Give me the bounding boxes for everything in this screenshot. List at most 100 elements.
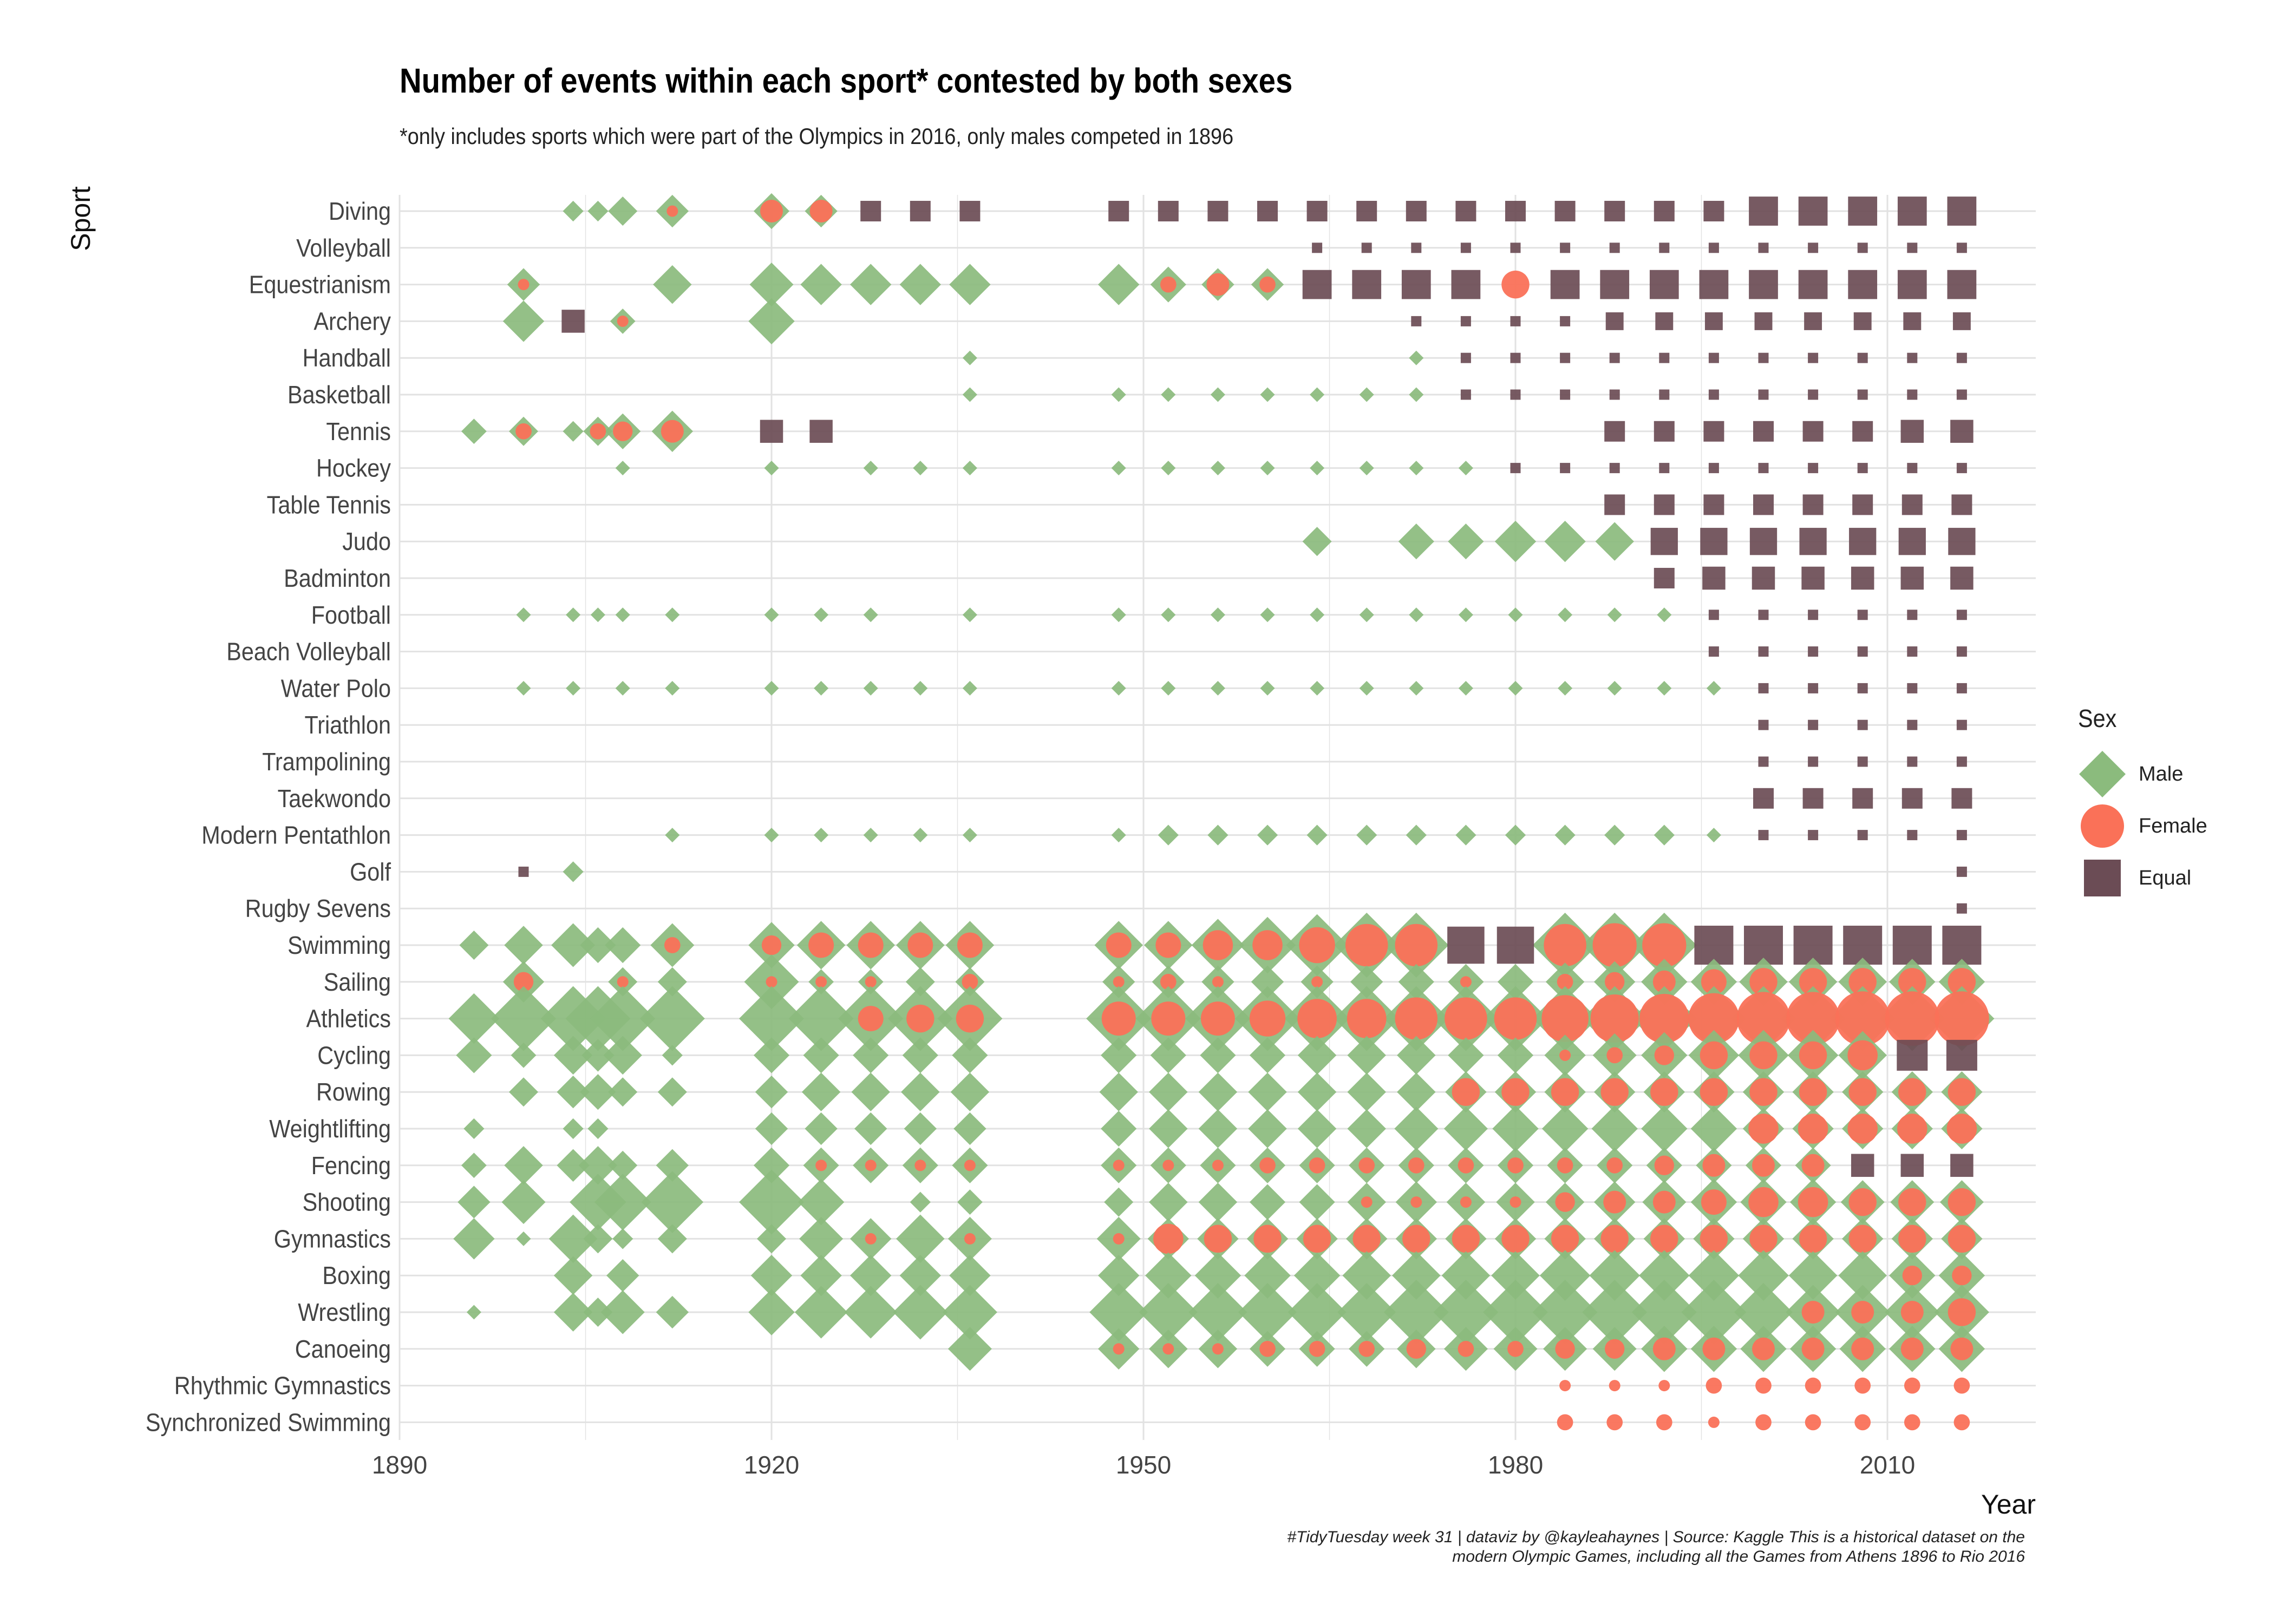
female-marker bbox=[815, 1160, 827, 1171]
female-marker bbox=[914, 1160, 926, 1171]
y-tick-label: Boxing bbox=[322, 1262, 391, 1290]
sport-row-gymnastics bbox=[453, 1214, 1983, 1263]
equal-marker bbox=[1659, 389, 1670, 400]
equal-marker bbox=[809, 420, 833, 443]
male-marker bbox=[764, 461, 779, 476]
y-tick-label: Golf bbox=[350, 858, 391, 886]
female-marker bbox=[1557, 1414, 1573, 1431]
male-marker bbox=[502, 300, 545, 342]
male-marker bbox=[1310, 387, 1325, 402]
female-marker bbox=[1801, 1301, 1825, 1324]
male-marker bbox=[1260, 607, 1275, 623]
male-marker bbox=[1738, 1250, 1789, 1301]
sport-row-wrestling bbox=[466, 1280, 1989, 1345]
male-marker bbox=[863, 461, 878, 476]
equal-marker bbox=[561, 310, 585, 333]
equal-marker bbox=[1401, 270, 1431, 299]
male-marker bbox=[1111, 461, 1126, 476]
female-marker bbox=[1799, 1224, 1827, 1253]
female-marker bbox=[957, 932, 983, 958]
male-marker bbox=[1398, 523, 1434, 560]
female-marker bbox=[1402, 1224, 1430, 1253]
equal-marker bbox=[1907, 646, 1918, 657]
equal-marker bbox=[1892, 926, 1932, 965]
equal-marker bbox=[1951, 494, 1972, 515]
female-marker bbox=[1897, 1114, 1927, 1144]
female-marker bbox=[1708, 1416, 1720, 1428]
male-marker bbox=[1398, 964, 1434, 1000]
equal-marker bbox=[1857, 610, 1868, 620]
male-marker bbox=[1591, 1105, 1638, 1152]
y-tick-label: Archery bbox=[313, 307, 391, 336]
female-marker bbox=[1654, 1155, 1674, 1175]
male-marker bbox=[1260, 461, 1275, 476]
female-marker bbox=[1749, 1078, 1778, 1106]
male-marker bbox=[962, 607, 977, 623]
equal-marker bbox=[1361, 243, 1372, 253]
female-marker bbox=[1510, 1196, 1521, 1208]
y-tick-label: Taekwondo bbox=[278, 785, 391, 813]
equal-marker bbox=[1550, 270, 1580, 299]
male-marker bbox=[899, 264, 941, 305]
y-tick-label: Water Polo bbox=[281, 675, 391, 703]
sport-row-football bbox=[516, 607, 1967, 623]
male-marker bbox=[962, 350, 977, 365]
female-marker bbox=[1501, 270, 1530, 299]
equal-marker bbox=[1857, 719, 1868, 730]
male-marker bbox=[557, 1149, 590, 1182]
male-marker bbox=[950, 1072, 990, 1111]
female-marker bbox=[1749, 1224, 1778, 1253]
male-marker bbox=[1111, 828, 1126, 843]
male-marker bbox=[1706, 680, 1721, 696]
male-marker bbox=[942, 1285, 997, 1340]
male-marker bbox=[1297, 1072, 1337, 1111]
sport-row-fencing bbox=[461, 1146, 1974, 1185]
male-marker bbox=[1101, 1037, 1137, 1073]
y-tick-label: Swimming bbox=[287, 932, 391, 960]
equal-marker bbox=[1808, 243, 1819, 253]
equal-marker bbox=[1852, 421, 1873, 442]
equal-marker bbox=[1510, 352, 1521, 363]
equal-marker bbox=[1654, 421, 1675, 442]
equal-marker bbox=[1758, 610, 1769, 620]
equal-marker bbox=[1708, 352, 1719, 363]
female-marker bbox=[1395, 924, 1438, 967]
female-marker bbox=[964, 1233, 976, 1245]
equal-marker bbox=[1604, 201, 1625, 221]
equal-marker bbox=[1312, 243, 1323, 253]
male-marker bbox=[1497, 964, 1534, 1000]
y-tick-label: Beach Volleyball bbox=[226, 638, 391, 666]
equal-marker bbox=[1947, 270, 1977, 299]
female-marker bbox=[1551, 1078, 1579, 1106]
equal-marker bbox=[1898, 528, 1926, 555]
male-marker bbox=[1089, 1283, 1148, 1341]
equal-marker bbox=[1257, 201, 1278, 221]
equal-marker bbox=[1956, 903, 1967, 914]
female-marker bbox=[1113, 976, 1125, 988]
male-marker bbox=[893, 1285, 948, 1340]
male-marker bbox=[854, 1112, 887, 1145]
equal-marker bbox=[1560, 243, 1571, 253]
female-marker bbox=[1605, 1339, 1625, 1359]
male-marker bbox=[1734, 1283, 1793, 1341]
male-marker bbox=[590, 986, 656, 1051]
male-marker bbox=[1249, 1037, 1286, 1073]
female-marker bbox=[1848, 1078, 1877, 1106]
equal-marker bbox=[1704, 312, 1723, 330]
male-marker bbox=[578, 1146, 618, 1185]
male-marker bbox=[453, 1218, 495, 1260]
equal-marker bbox=[1654, 201, 1675, 221]
equal-marker bbox=[1758, 719, 1769, 730]
male-marker bbox=[962, 680, 977, 696]
y-tick-label: Volleyball bbox=[296, 234, 391, 263]
equal-marker bbox=[1758, 683, 1769, 693]
female-marker bbox=[1948, 1298, 1976, 1326]
female-marker bbox=[906, 1004, 935, 1033]
equal-marker bbox=[1956, 646, 1967, 657]
female-marker bbox=[1113, 1233, 1125, 1245]
equal-marker bbox=[1802, 494, 1824, 515]
legend: Sex Male Female Equal bbox=[2078, 704, 2207, 904]
male-marker bbox=[1441, 1251, 1491, 1300]
female-marker bbox=[1592, 923, 1637, 967]
female-marker bbox=[1253, 1224, 1282, 1253]
